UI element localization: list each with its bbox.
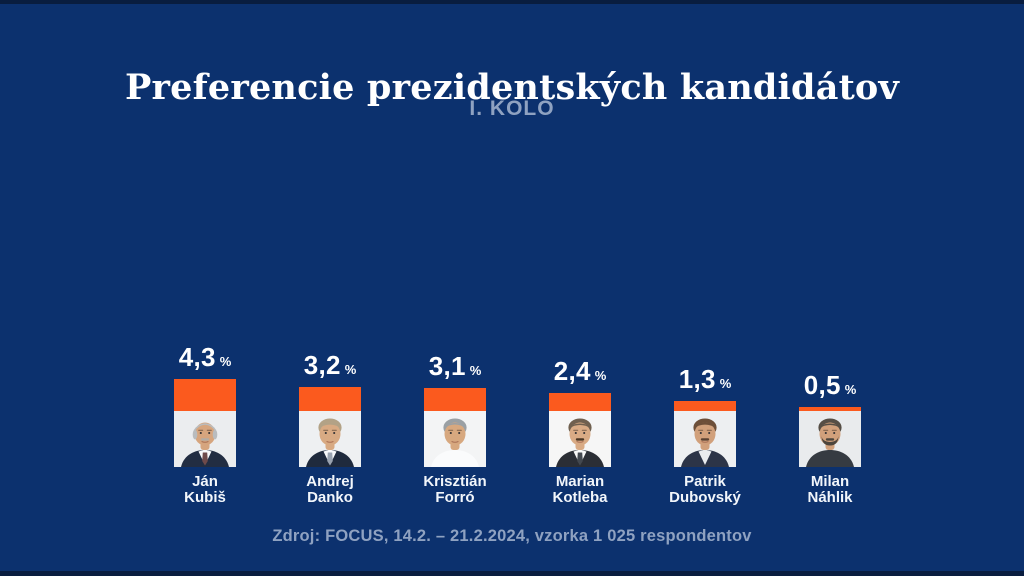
preference-bar — [799, 407, 861, 411]
last-name: Kubiš — [184, 489, 226, 506]
first-name: Andrej — [306, 473, 354, 490]
preference-bar — [299, 387, 361, 411]
first-name: Ján — [192, 473, 218, 490]
source-note: Zdroj: FOCUS, 14.2. – 21.2.2024, vzorka … — [272, 527, 752, 545]
candidate-column-forro: 3,1% Krisztián Forró — [423, 353, 486, 506]
candidate-column-kubis: 4,3% Ján Kubiš — [174, 344, 236, 506]
candidate-name: Krisztián Forró — [370, 474, 540, 506]
candidate-name: Andrej Danko — [245, 474, 415, 506]
value-label: 4,3% — [179, 344, 232, 375]
candidate-photo — [299, 411, 361, 467]
candidate-name: Marian Kotleba — [495, 474, 665, 506]
preference-bar — [549, 393, 611, 411]
last-name: Forró — [435, 489, 475, 506]
percent-sign: % — [469, 363, 482, 378]
candidate-name: Patrik Dubovský — [620, 474, 790, 506]
value-label: 3,1% — [429, 353, 482, 384]
candidate-name: Milan Náhlik — [745, 474, 915, 506]
last-name: Dubovský — [669, 489, 741, 506]
first-name: Krisztián — [423, 473, 487, 490]
percent-sign: % — [594, 368, 607, 383]
candidate-column-dubovsky: 1,3% Patrik Dubovský — [669, 366, 741, 506]
candidate-photo — [549, 411, 611, 467]
candidate-photo — [424, 411, 486, 467]
round-subtitle: I. KOLO — [469, 97, 555, 120]
preference-bar — [424, 388, 486, 411]
percent-sign: % — [344, 362, 357, 377]
top-edge-strip — [0, 0, 1024, 4]
value-number: 0,5 — [803, 370, 841, 400]
preference-bar — [174, 379, 236, 411]
candidates-chart: 4,3% Ján Kubiš 3,2% Andrej Danko 3,1% Kris… — [0, 344, 1024, 506]
candidate-column-kotleba: 2,4% Marian Kotleba — [549, 358, 611, 506]
value-label: 0,5% — [804, 372, 857, 403]
candidate-photo — [174, 411, 236, 467]
value-number: 1,3 — [678, 364, 716, 394]
value-number: 3,1 — [428, 351, 466, 381]
candidate-photo — [799, 411, 861, 467]
percent-sign: % — [719, 376, 732, 391]
first-name: Milan — [810, 473, 850, 490]
value-number: 3,2 — [303, 350, 341, 380]
preference-bar — [674, 401, 736, 411]
percent-sign: % — [219, 354, 232, 369]
last-name: Danko — [307, 489, 353, 506]
candidate-photo — [674, 411, 736, 467]
value-label: 2,4% — [554, 358, 607, 389]
first-name: Marian — [555, 473, 605, 490]
percent-sign: % — [844, 382, 857, 397]
candidate-column-nahlik: 0,5% Milan Náhlik — [799, 372, 861, 506]
value-label: 1,3% — [679, 366, 732, 397]
first-name: Patrik — [684, 473, 726, 490]
candidate-column-danko: 3,2% Andrej Danko — [299, 352, 361, 506]
value-number: 2,4 — [553, 356, 591, 386]
value-number: 4,3 — [178, 342, 216, 372]
page-title: Preferencie prezidentských kandidátov — [124, 67, 900, 109]
value-label: 3,2% — [304, 352, 357, 383]
bottom-edge-strip — [0, 571, 1024, 576]
last-name: Náhlik — [807, 489, 853, 506]
last-name: Kotleba — [552, 489, 608, 506]
candidate-name: Ján Kubiš — [120, 474, 290, 506]
